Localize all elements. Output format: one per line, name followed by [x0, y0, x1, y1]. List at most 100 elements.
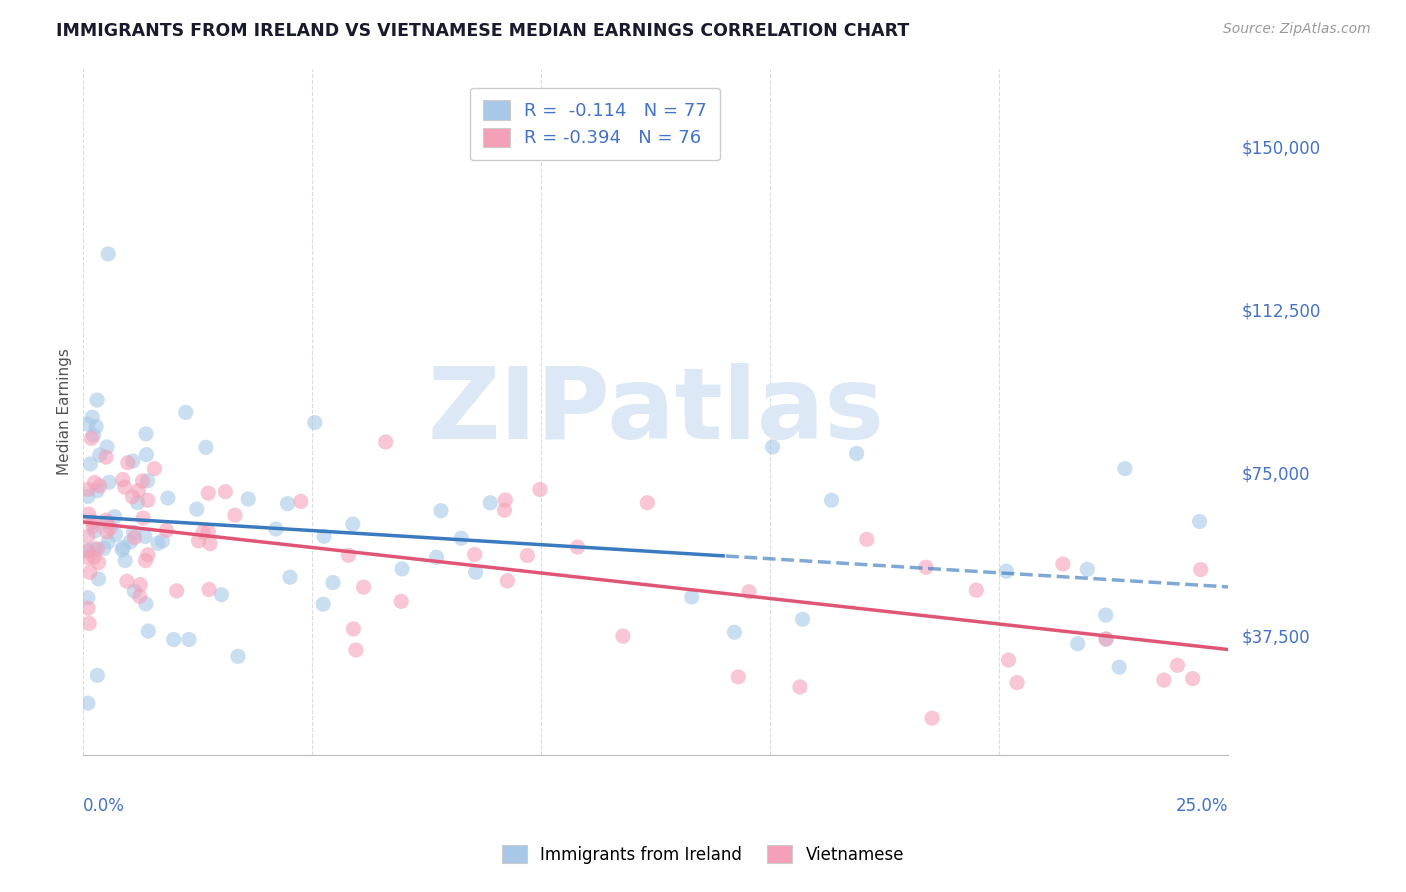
Point: [96, 440, 118, 454]
Point: [93, 541, 115, 556]
Point: [342, 517, 364, 532]
Point: [79, 566, 101, 580]
Point: [117, 456, 139, 470]
Point: [450, 531, 472, 545]
Point: [224, 508, 246, 523]
Point: [636, 496, 658, 510]
Point: [337, 549, 360, 563]
Point: [82, 519, 104, 533]
Point: [479, 496, 502, 510]
Point: [136, 474, 159, 488]
Point: [143, 461, 166, 475]
Point: [129, 577, 152, 591]
Point: [238, 491, 260, 506]
Point: [86, 668, 108, 682]
Point: [77, 601, 100, 615]
Point: [997, 653, 1019, 667]
Point: [681, 590, 703, 604]
Point: [723, 625, 745, 640]
Point: [166, 583, 188, 598]
Point: [135, 597, 157, 611]
Point: [374, 435, 396, 450]
Point: [312, 529, 335, 543]
Point: [135, 426, 157, 441]
Point: [789, 680, 811, 694]
Point: [516, 549, 538, 563]
Point: [96, 513, 118, 527]
Point: [856, 533, 879, 547]
Point: [82, 410, 104, 425]
Point: [128, 590, 150, 604]
Point: [464, 566, 486, 580]
Point: [77, 616, 100, 631]
Point: [131, 474, 153, 488]
Point: [121, 490, 143, 504]
Point: [83, 550, 105, 565]
Point: [344, 643, 367, 657]
Point: [76, 543, 98, 558]
Point: [612, 629, 634, 643]
Point: [727, 670, 749, 684]
Point: [214, 484, 236, 499]
Point: [209, 588, 232, 602]
Point: [1153, 673, 1175, 687]
Point: [84, 542, 107, 557]
Point: [1095, 632, 1118, 646]
Point: [174, 405, 197, 419]
Point: [191, 524, 214, 539]
Point: [1076, 562, 1098, 576]
Point: [77, 507, 100, 521]
Point: [76, 529, 98, 543]
Text: Source: ZipAtlas.com: Source: ZipAtlas.com: [1223, 22, 1371, 37]
Point: [290, 494, 312, 508]
Point: [995, 564, 1018, 578]
Point: [76, 483, 98, 497]
Point: [114, 553, 136, 567]
Point: [79, 457, 101, 471]
Point: [115, 574, 138, 589]
Point: [1181, 672, 1204, 686]
Point: [425, 550, 447, 565]
Point: [197, 524, 219, 539]
Point: [1189, 563, 1212, 577]
Point: [132, 511, 155, 525]
Point: [112, 541, 135, 555]
Text: 0.0%: 0.0%: [83, 797, 125, 814]
Point: [82, 515, 104, 529]
Point: [86, 483, 108, 498]
Point: [122, 454, 145, 468]
Point: [738, 584, 761, 599]
Point: [845, 446, 868, 460]
Point: [762, 440, 785, 454]
Point: [96, 516, 118, 530]
Point: [122, 525, 145, 540]
Point: [80, 431, 103, 445]
Point: [494, 503, 516, 517]
Point: [198, 582, 221, 597]
Legend: Immigrants from Ireland, Vietnamese: Immigrants from Ireland, Vietnamese: [495, 838, 911, 871]
Point: [1052, 557, 1074, 571]
Point: [97, 247, 120, 261]
Point: [1067, 637, 1090, 651]
Point: [391, 562, 413, 576]
Point: [198, 537, 221, 551]
Point: [94, 450, 117, 464]
Point: [104, 509, 127, 524]
Point: [464, 548, 486, 562]
Point: [430, 504, 453, 518]
Point: [111, 473, 134, 487]
Point: [915, 560, 938, 574]
Point: [87, 556, 110, 570]
Point: [86, 393, 108, 408]
Point: [127, 496, 149, 510]
Point: [83, 475, 105, 490]
Point: [226, 649, 249, 664]
Point: [87, 572, 110, 586]
Point: [84, 524, 107, 538]
Point: [76, 417, 98, 432]
Point: [146, 536, 169, 550]
Point: [1095, 632, 1118, 647]
Point: [921, 711, 943, 725]
Point: [278, 570, 301, 584]
Point: [136, 548, 159, 562]
